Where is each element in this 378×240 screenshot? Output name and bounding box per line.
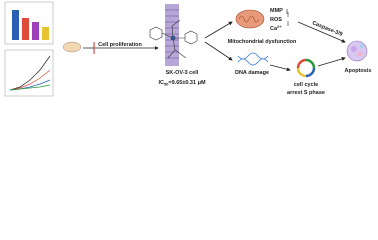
label: Mitochondrial dysfunction: [228, 39, 297, 45]
arrow: [204, 41, 233, 61]
label: Ca: [270, 26, 278, 32]
dna-icon: [237, 52, 269, 66]
label: =9.65±0.31 μM: [168, 80, 206, 86]
label: 50: [164, 82, 169, 87]
label: IC: [158, 80, 164, 86]
label: Apoptosis: [345, 68, 372, 74]
label: SK-OV-3 cell: [166, 70, 199, 76]
label: Ca2+: [270, 24, 282, 32]
apoptosis-icon: [346, 40, 368, 62]
label: Caspase-3/9: [311, 20, 343, 38]
arrow: [269, 64, 291, 72]
arrow: [204, 21, 233, 39]
arrows: [286, 9, 289, 26]
mouse-icon: [62, 41, 82, 53]
graphical-abstract: Cell proliferation SK-OV-3 cell IC50=9.6…: [4, 1, 372, 97]
label: 2+: [277, 24, 282, 29]
label: ROS: [270, 17, 282, 23]
arrow: [297, 21, 346, 43]
cell-cycle-icon: [296, 58, 316, 78]
label: DNA damage: [235, 70, 269, 76]
label: MMP: [270, 8, 283, 14]
line-chart-icon: [4, 49, 54, 97]
label: arrest S phase: [287, 90, 325, 96]
arrow: [317, 56, 346, 67]
label: cell cycle: [294, 82, 318, 88]
bar-chart-icon: [4, 1, 54, 45]
mitochondrion-icon: [235, 9, 265, 29]
molecule: [149, 19, 198, 59]
label: IC50=9.65±0.31 μM: [158, 80, 205, 87]
label: Cell proliferation: [98, 42, 142, 48]
